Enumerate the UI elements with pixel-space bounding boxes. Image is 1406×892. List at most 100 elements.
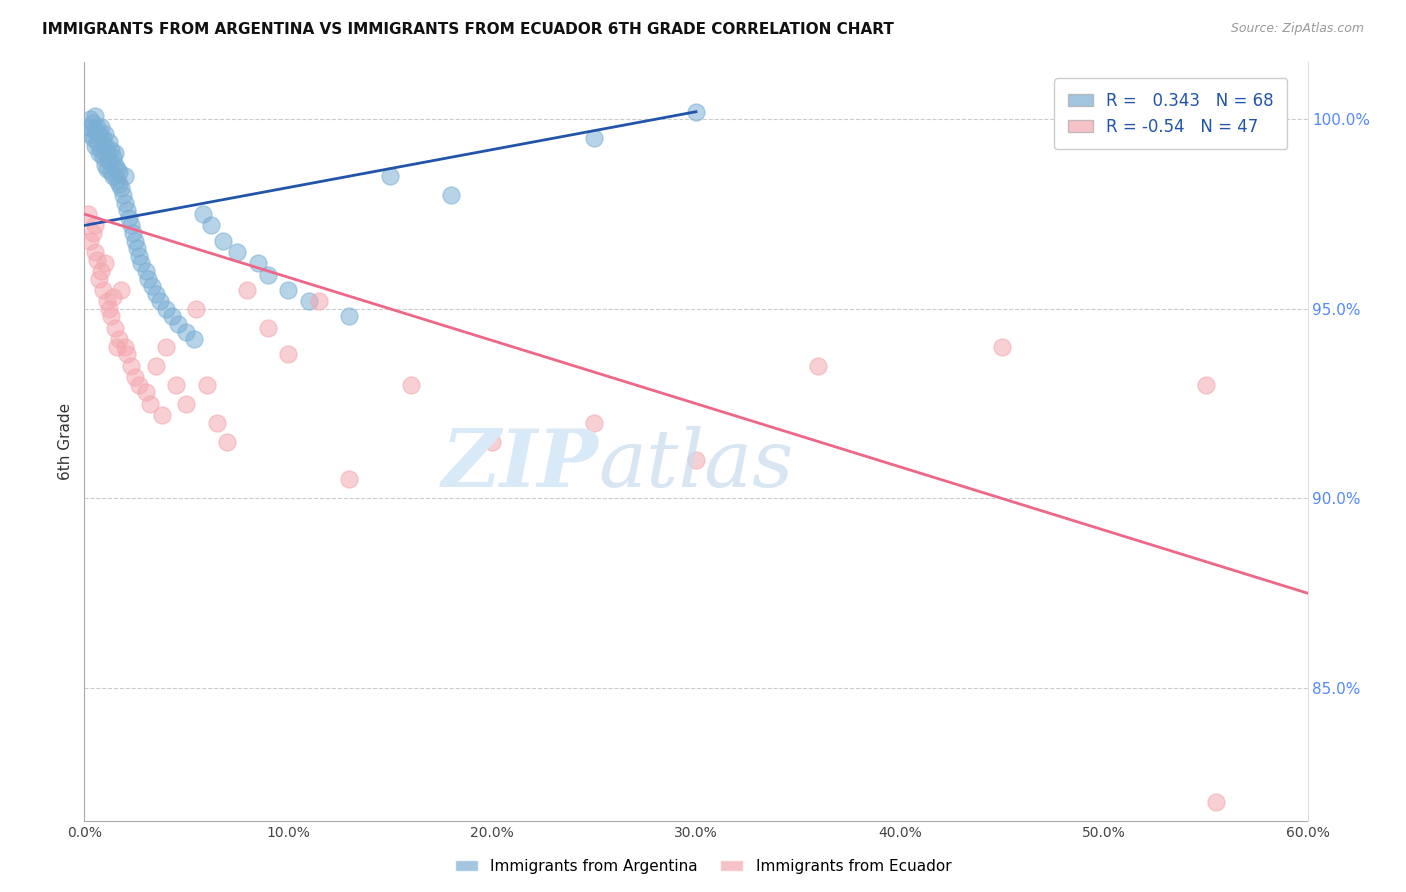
Point (165, 377, 187, 392)
Point (257, 268, 280, 282)
Point (124, 234, 146, 248)
Point (97, 153, 120, 168)
Point (96, 161, 118, 176)
Point (100, 143, 122, 157)
Point (135, 264, 157, 278)
Point (246, 256, 269, 270)
Point (183, 332, 205, 346)
Legend: R =   0.343   N = 68, R = -0.54   N = 47: R = 0.343 N = 68, R = -0.54 N = 47 (1054, 78, 1286, 149)
Point (339, 472, 361, 486)
Point (212, 234, 235, 248)
Point (108, 177, 131, 191)
Point (226, 244, 249, 259)
Point (82, 116, 104, 130)
Text: IMMIGRANTS FROM ARGENTINA VS IMMIGRANTS FROM ECUADOR 6TH GRADE CORRELATION CHART: IMMIGRANTS FROM ARGENTINA VS IMMIGRANTS … (42, 22, 894, 37)
Point (105, 161, 128, 176)
Point (114, 195, 136, 210)
Point (114, 340, 136, 354)
Point (101, 150, 124, 164)
Point (112, 188, 135, 202)
Point (86, 135, 108, 149)
Point (236, 283, 259, 297)
Point (82, 226, 104, 240)
Point (83, 244, 105, 259)
Point (155, 340, 177, 354)
Point (83, 123, 105, 137)
Point (308, 294, 330, 309)
Text: Source: ZipAtlas.com: Source: ZipAtlas.com (1230, 22, 1364, 36)
Point (87, 128, 110, 142)
Point (79, 234, 101, 248)
Point (104, 320, 127, 334)
Point (167, 317, 190, 331)
Point (138, 397, 160, 411)
Point (105, 340, 128, 354)
Point (298, 294, 321, 309)
Point (481, 434, 503, 449)
Point (77, 120, 100, 134)
Point (93, 256, 115, 270)
Point (104, 158, 127, 172)
Text: ZIP: ZIP (441, 425, 598, 503)
Point (200, 219, 222, 233)
Point (174, 325, 197, 339)
Point (150, 408, 173, 422)
Point (93, 128, 115, 142)
Point (100, 310, 122, 324)
Point (120, 219, 142, 233)
Point (93, 158, 115, 172)
Point (128, 377, 150, 392)
Legend: Immigrants from Argentina, Immigrants from Ecuador: Immigrants from Argentina, Immigrants fr… (449, 853, 957, 880)
Point (79, 128, 101, 142)
Point (77, 207, 100, 221)
Point (149, 294, 172, 309)
Point (191, 207, 214, 221)
Point (205, 416, 228, 430)
Point (79, 112, 101, 127)
Point (136, 271, 159, 285)
Point (82, 131, 104, 145)
Point (97, 135, 120, 149)
Point (380, 169, 402, 184)
Point (87, 271, 110, 285)
Point (217, 434, 239, 449)
Y-axis label: 6th Grade: 6th Grade (58, 403, 73, 480)
Point (991, 340, 1014, 354)
Point (277, 283, 299, 297)
Point (135, 385, 157, 400)
Point (105, 173, 128, 187)
Point (91, 283, 114, 297)
Point (186, 301, 208, 316)
Point (155, 301, 177, 316)
Point (110, 180, 132, 194)
Point (685, 453, 707, 467)
Point (257, 320, 280, 334)
Point (1195, 377, 1218, 392)
Point (87, 146, 110, 161)
Point (128, 249, 150, 263)
Point (96, 294, 118, 309)
Point (195, 377, 218, 392)
Point (339, 310, 361, 324)
Point (101, 169, 124, 184)
Point (124, 370, 146, 384)
Point (86, 252, 108, 267)
Point (399, 377, 422, 392)
Point (83, 139, 105, 153)
Point (131, 256, 153, 270)
Point (97, 301, 120, 316)
Point (118, 211, 141, 225)
Point (277, 347, 299, 361)
Point (90, 264, 112, 278)
Point (108, 332, 131, 346)
Text: atlas: atlas (598, 425, 793, 503)
Point (685, 104, 707, 119)
Point (1205, 795, 1227, 809)
Point (141, 279, 163, 293)
Point (91, 150, 114, 164)
Point (110, 283, 132, 297)
Point (108, 165, 131, 179)
Point (174, 397, 197, 411)
Point (145, 359, 167, 373)
Point (100, 165, 122, 179)
